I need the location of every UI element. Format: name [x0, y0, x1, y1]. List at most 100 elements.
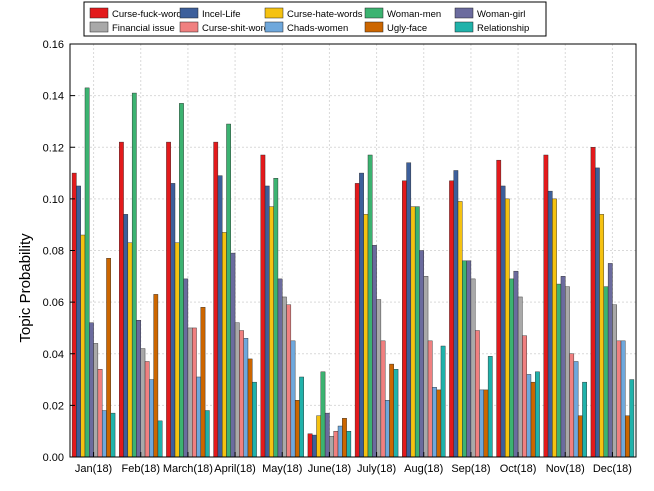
y-tick-label: 0.06 — [43, 297, 64, 309]
legend-swatch — [179, 21, 199, 33]
bar-woman-girl — [560, 276, 566, 458]
y-tick-label: 0.08 — [43, 246, 64, 258]
legend-swatch — [454, 21, 474, 33]
bar-curse-hate-words — [410, 206, 416, 458]
legend-swatch — [89, 21, 109, 33]
bar-curse-hate-words — [457, 201, 463, 458]
bar-curse-fuck-words — [213, 141, 219, 458]
legend-swatch — [364, 21, 384, 33]
bar-financial-issue — [140, 348, 146, 458]
legend-label: Woman-girl — [477, 9, 525, 20]
bar-curse-hate-words — [174, 242, 180, 458]
bar-woman-men — [84, 87, 90, 458]
legend-label: Curse-fuck-words — [112, 9, 187, 20]
bar-ugly-face — [106, 258, 111, 458]
bar-ugly-face — [577, 415, 583, 458]
y-tick-label: 0.04 — [43, 349, 64, 361]
legend-label: Incel-Life — [202, 9, 241, 20]
bar-curse-hate-words — [552, 198, 557, 458]
bar-incel-life — [217, 175, 223, 458]
bar-curse-fuck-words — [590, 147, 596, 458]
bar-woman-girl — [324, 412, 330, 458]
x-tick-label: June(18) — [308, 463, 351, 475]
bar-curse-shit-words — [239, 330, 244, 458]
bar-incel-life — [453, 170, 459, 458]
bar-chads-women — [101, 410, 107, 458]
x-tick-label: March(18) — [163, 463, 213, 475]
bar-financial-issue — [612, 304, 617, 458]
x-tick-label: July(18) — [357, 463, 396, 475]
bar-curse-fuck-words — [449, 180, 454, 458]
legend-swatch — [264, 7, 284, 19]
bar-relationship — [393, 369, 399, 458]
legend-label: Curse-shit-words — [202, 23, 274, 34]
bar-incel-life — [595, 167, 600, 458]
bar-curse-hate-words — [221, 232, 227, 458]
bar-financial-issue — [329, 436, 334, 458]
y-tick-label: 0.12 — [43, 142, 64, 154]
bar-incel-life — [500, 185, 506, 458]
legend-swatch — [364, 7, 384, 19]
bar-chads-women — [243, 338, 249, 458]
bar-curse-hate-words — [316, 415, 322, 458]
legend: Curse-fuck-words Incel-Life Curse-hate-wor… — [83, 1, 547, 37]
bar-financial-issue — [93, 343, 99, 458]
bar-curse-fuck-words — [260, 154, 266, 458]
bar-incel-life — [76, 185, 81, 458]
x-axis: Jan(18) Feb(18) March(18) April(18) May(18) J… — [75, 452, 632, 475]
bar-curse-shit-words — [192, 327, 197, 458]
bar-chads-women — [432, 387, 437, 458]
bar-curse-shit-words — [333, 430, 339, 458]
y-tick-label: 0.14 — [43, 91, 64, 103]
bar-curse-fuck-words — [354, 183, 360, 458]
y-axis-title: Topic Probability — [17, 233, 34, 343]
bar-chads-women — [290, 340, 296, 458]
bar-curse-shit-words — [97, 369, 103, 458]
bar-woman-girl — [277, 278, 283, 458]
x-tick-label: Feb(18) — [121, 463, 160, 475]
bar-financial-issue — [187, 327, 193, 458]
bar-relationship — [535, 371, 540, 458]
bar-ugly-face — [294, 400, 300, 458]
bar-curse-fuck-words — [496, 159, 502, 458]
bar-relationship — [204, 410, 210, 458]
bar-curse-shit-words — [475, 330, 480, 458]
y-tick-label: 0.16 — [43, 39, 64, 51]
bar-woman-men — [414, 206, 420, 458]
bar-curse-fuck-words — [166, 141, 171, 458]
bar-curse-fuck-words — [543, 154, 549, 458]
bar-curse-hate-words — [127, 242, 133, 458]
y-axis: 0.00 0.02 0.04 0.06 0.08 0.10 0.12 0.14 0.16 — [43, 39, 75, 464]
legend-swatch — [89, 7, 109, 19]
bar-ugly-face — [436, 389, 442, 458]
bar-relationship — [582, 381, 587, 458]
bar-curse-hate-words — [363, 214, 369, 458]
legend-label: Relationship — [477, 23, 529, 34]
bar-curse-fuck-words — [402, 180, 407, 458]
bar-curse-shit-words — [616, 340, 622, 458]
bar-woman-girl — [419, 250, 424, 458]
bar-chads-women — [196, 376, 202, 458]
bar-incel-life — [123, 214, 129, 458]
y-tick-label: 0.10 — [43, 194, 64, 206]
bar-incel-life — [406, 162, 412, 458]
legend-label: Ugly-face — [387, 23, 427, 34]
bar-incel-life — [264, 185, 270, 458]
bar-financial-issue — [470, 278, 476, 458]
bar-curse-shit-words — [569, 353, 575, 458]
y-tick-label: 0.02 — [43, 400, 64, 412]
bar-woman-girl — [230, 252, 236, 458]
bar-ugly-face — [342, 418, 347, 458]
bar-ugly-face — [483, 389, 489, 458]
bar-woman-men — [179, 103, 184, 458]
x-tick-label: Nov(18) — [546, 463, 585, 475]
bar-relationship — [299, 376, 304, 458]
x-tick-label: Sep(18) — [451, 463, 490, 475]
legend-swatch — [454, 7, 474, 19]
x-tick-label: Oct(18) — [500, 463, 537, 475]
bar-relationship — [487, 356, 493, 458]
bars — [71, 87, 635, 458]
bar-ugly-face — [200, 307, 206, 458]
bar-relationship — [110, 412, 116, 458]
bar-curse-hate-words — [504, 198, 510, 458]
